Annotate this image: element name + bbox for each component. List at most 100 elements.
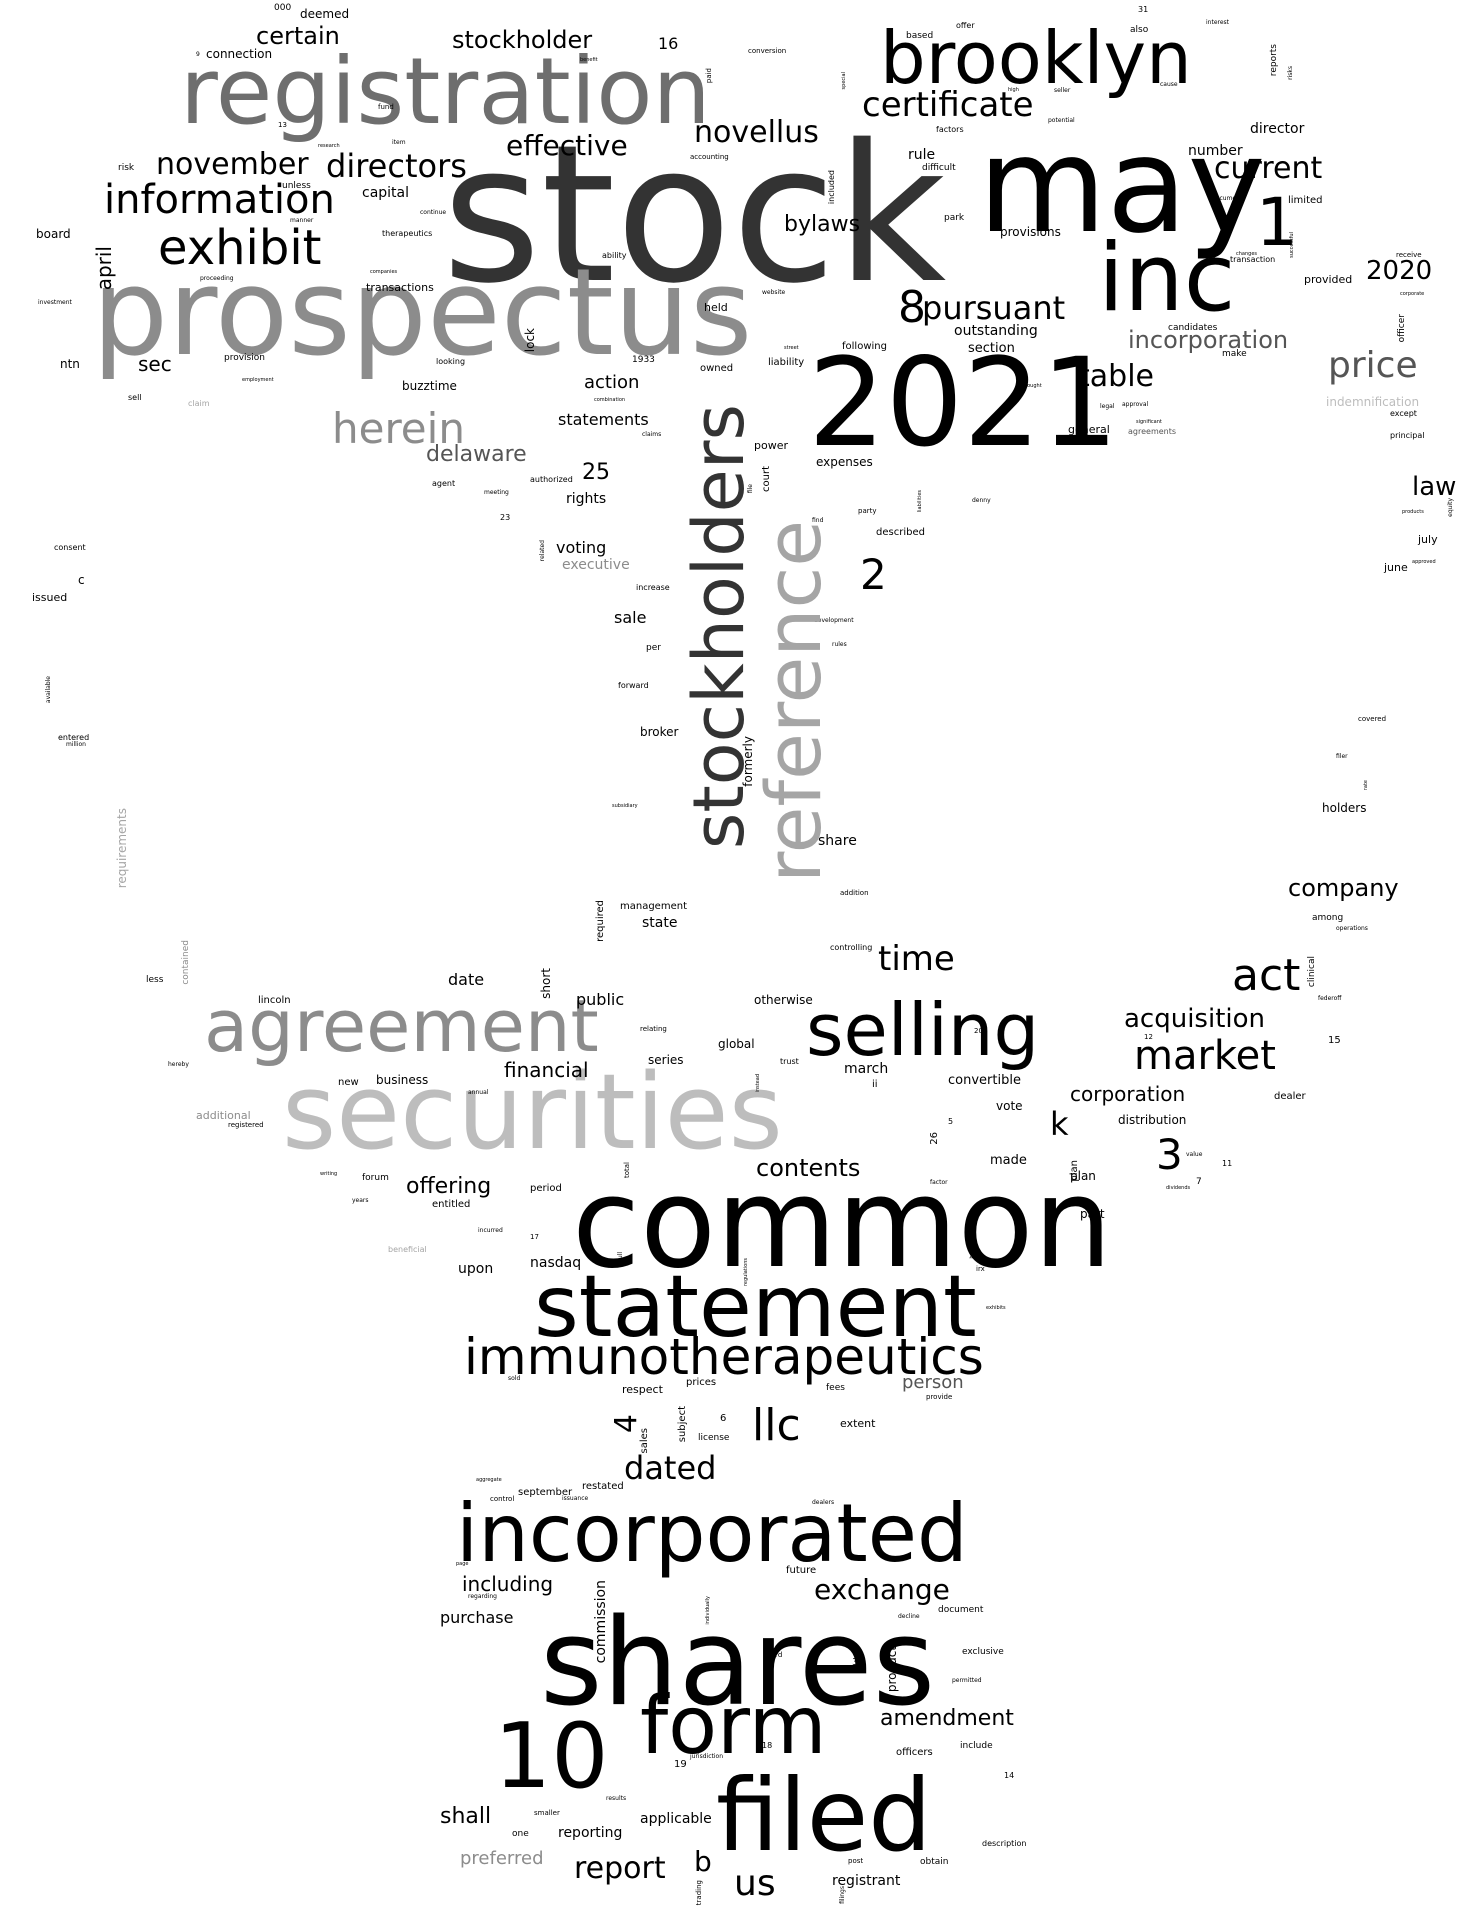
word-among: among <box>1312 913 1344 923</box>
word-document: document <box>938 1605 984 1615</box>
word-nasdaq: nasdaq <box>530 1255 582 1271</box>
word-therapeutics: therapeutics <box>382 229 433 238</box>
word-liability: liability <box>768 357 805 368</box>
word-section: section <box>968 341 1015 356</box>
word-commission: commission <box>593 1580 609 1664</box>
word-table: table <box>1078 359 1154 394</box>
word-brought: brought <box>1022 383 1042 389</box>
word-16: 16 <box>658 34 679 53</box>
word-find: find <box>812 517 824 524</box>
word-reference: reference <box>749 520 838 883</box>
word-management: management <box>620 901 687 912</box>
word-1: 1 <box>1256 184 1298 261</box>
word-following: following <box>842 341 887 352</box>
word-report: report <box>574 1851 666 1886</box>
word-annual: annual <box>468 1089 489 1096</box>
word-registrant: registrant <box>832 1873 901 1889</box>
word-successful: successful <box>1289 232 1295 258</box>
word-global: global <box>718 1037 755 1051</box>
word-vote: vote <box>996 1099 1023 1113</box>
word-available: available <box>45 676 52 704</box>
word-jurisdiction: jurisdiction <box>690 1753 723 1760</box>
word-liabilities: liabilities <box>917 490 923 513</box>
word-included: included <box>827 170 836 205</box>
word-rate: rate <box>1363 780 1369 791</box>
word-respect: respect <box>622 1383 663 1396</box>
word-extent: extent <box>840 1417 876 1430</box>
word-000: 000 <box>274 3 292 13</box>
word-based: based <box>906 31 934 41</box>
word-approval: approval <box>1122 401 1149 408</box>
word-reporting: reporting <box>558 1825 623 1841</box>
word-time: time <box>878 939 955 979</box>
word-30: 30 <box>852 1657 865 1668</box>
word-officers: officers <box>896 1747 933 1758</box>
word-receive: receive <box>1396 251 1422 259</box>
word-sell: sell <box>128 393 142 402</box>
word-bylaws: bylaws <box>784 212 861 237</box>
word-effective: effective <box>506 129 628 162</box>
word-denny: denny <box>972 497 991 504</box>
word-price: price <box>1328 345 1418 386</box>
word-prices: prices <box>686 1377 717 1388</box>
word-court: court <box>761 466 772 492</box>
word-18: 18 <box>762 1741 773 1750</box>
word-rules: rules <box>832 641 847 648</box>
word-issuance: issuance <box>562 1495 589 1502</box>
word-applicable: applicable <box>640 1811 712 1827</box>
word-related: related <box>539 540 546 562</box>
word-stock: stock <box>442 104 947 325</box>
word-corporate: corporate <box>1400 291 1425 297</box>
word-3: 3 <box>1156 1130 1183 1179</box>
word-include: include <box>960 1741 993 1751</box>
word-6: 6 <box>720 1413 727 1424</box>
word-research: research <box>318 143 340 149</box>
word-selling: selling <box>806 988 1040 1072</box>
word-filings: filings <box>839 1886 846 1904</box>
word-5: 5 <box>948 1117 954 1126</box>
word-regulations: regulations <box>743 1258 749 1287</box>
word-reports: reports <box>1269 44 1279 77</box>
word-lock: lock <box>523 328 537 353</box>
word-transaction: transaction <box>1230 255 1276 264</box>
word-10: 10 <box>494 1704 609 1809</box>
word-make: make <box>1222 349 1247 359</box>
word-item: item <box>392 139 406 146</box>
word-website: website <box>762 289 786 296</box>
word-trading: trading <box>695 1880 703 1906</box>
word-convertible: convertible <box>948 1073 1021 1088</box>
word-k: k <box>1050 1105 1069 1143</box>
word-31: 31 <box>1138 5 1149 14</box>
word-addition: addition <box>840 889 869 897</box>
word-manner: manner <box>290 217 314 224</box>
word-certain: certain <box>256 22 340 50</box>
word-approved: approved <box>1412 559 1436 565</box>
word-agreements: agreements <box>1128 427 1177 436</box>
word-llc: llc <box>752 1400 801 1451</box>
word-seller: seller <box>1054 87 1071 94</box>
word-holders: holders <box>1322 801 1367 815</box>
word-less: less <box>146 975 164 985</box>
word-consent: consent <box>54 543 86 552</box>
word-2: 2 <box>860 550 887 599</box>
word-exhibits: exhibits <box>986 1305 1006 1311</box>
word-offering: offering <box>406 1174 492 1199</box>
word-immunotherapeutics: immunotherapeutics <box>464 1328 984 1386</box>
word-incorporated: incorporated <box>456 1487 968 1580</box>
word-delaware: delaware <box>426 442 527 467</box>
word-market: market <box>1134 1033 1276 1079</box>
word-issued: issued <box>32 591 68 604</box>
word-permitted: permitted <box>952 1677 982 1684</box>
word-proceeding: proceeding <box>200 275 234 282</box>
word-federoff: federoff <box>1318 995 1342 1002</box>
word-may: may <box>978 109 1266 263</box>
word-fund: fund <box>378 103 394 111</box>
word-results: results <box>606 1795 627 1802</box>
word-officer: officer <box>1397 314 1407 343</box>
word-looking: looking <box>436 357 466 366</box>
word-brooklyn: brooklyn <box>880 16 1192 100</box>
word-general: general <box>1068 423 1110 436</box>
word-sold: sold <box>508 1375 521 1382</box>
word-filed: filed <box>716 1757 932 1874</box>
